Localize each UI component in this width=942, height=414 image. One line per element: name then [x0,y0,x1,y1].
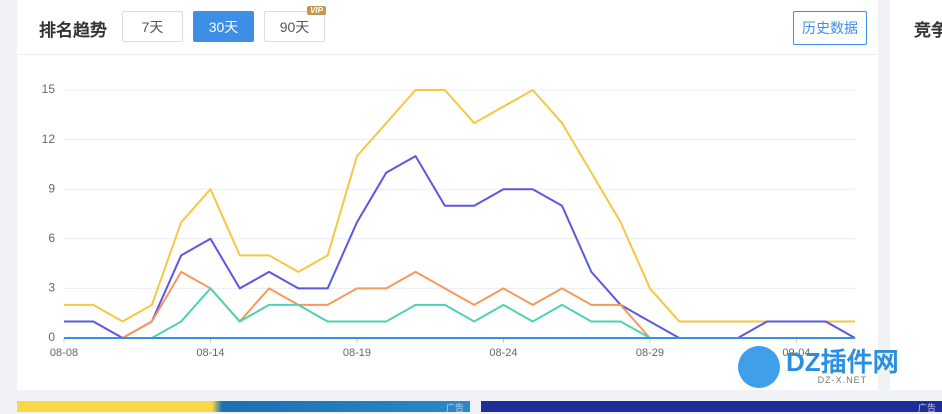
ad-label: 广告 [445,403,464,413]
range-tab[interactable]: 7天 [122,11,183,42]
range-tab[interactable]: 30天 [193,11,254,42]
range-tab[interactable]: 90天 VIP [264,6,326,42]
watermark-url: DZ-X.NET [817,375,868,385]
card-header: 排名趋势 7天 30天 90天 VIP 历史数据 [17,0,878,55]
watermark-icon [738,346,780,388]
series-line [64,270,855,339]
x-tick-label: 09-04 [782,347,810,359]
series-line [64,89,855,323]
x-tick-label: 08-08 [50,347,78,359]
y-tick-label: 3 [48,281,55,295]
y-tick-label: 6 [48,231,55,245]
card-title: 排名趋势 [39,21,107,40]
y-tick-label: 9 [48,181,55,195]
x-tick-label: 08-29 [636,347,664,359]
x-tick-label: 08-24 [489,347,517,359]
vip-badge: VIP [307,6,326,15]
y-tick-label: 15 [42,82,56,96]
x-tick-label: 08-14 [196,347,224,359]
watermark-logo: DZ插件网 [786,347,899,377]
ad-label: 广告 [917,403,936,413]
rank-card: 排名趋势 7天 30天 90天 VIP 历史数据 0 3 6 9 12 15 08-08 08-14… [17,0,878,390]
side-title: 竞争 [914,21,942,40]
y-tick-label: 12 [42,132,56,146]
y-tick-label: 0 [48,330,55,344]
ad-banner[interactable]: 广告 [17,401,470,413]
x-tick-label: 08-19 [343,347,371,359]
chart: 0 3 6 9 12 15 08-08 08-14 08-19 08-24 08-29 09-04 [42,82,856,359]
series-line [64,155,856,339]
watermark: DZ插件网 DZ-X.NET [738,346,899,388]
ad-banner[interactable]: 广告 [481,401,942,413]
side-panel: 竞争 [890,0,942,390]
history-button[interactable]: 历史数据 [793,11,867,45]
